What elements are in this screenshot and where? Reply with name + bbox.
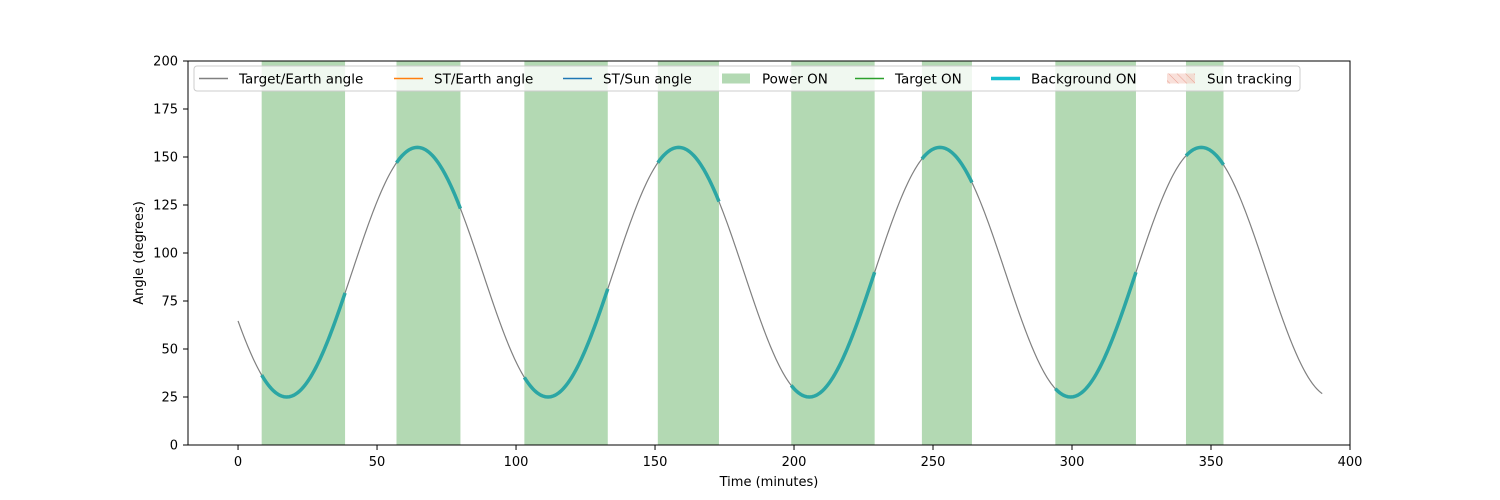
background-on-segment-0 — [260, 292, 347, 399]
background-on-segment-2 — [522, 288, 610, 399]
legend-target-on-label: Target ON — [894, 72, 962, 88]
background-on-segment-7 — [1184, 145, 1225, 166]
power-on-band-6 — [1055, 61, 1136, 445]
x-tick-label-350: 350 — [1199, 455, 1224, 470]
y-tick-label-50: 50 — [161, 343, 178, 358]
x-tick-label-150: 150 — [643, 455, 668, 470]
legend-target-earth-angle-label: Target/Earth angle — [238, 72, 363, 88]
power-on-band-7 — [1185, 61, 1224, 445]
x-tick-label-100: 100 — [504, 455, 529, 470]
legend-sun-tracking-hatch — [1167, 73, 1195, 84]
x-tick-label-200: 200 — [782, 455, 807, 470]
y-tick-label-150: 150 — [153, 151, 178, 166]
background-on-segment-6 — [1054, 271, 1138, 399]
background-on-segment-1 — [395, 145, 463, 210]
legend: Target/Earth angle ST/Earth angle ST/Sun a… — [193, 65, 1301, 92]
legend-power-on-handle — [722, 73, 750, 84]
y-tick-label-75: 75 — [161, 295, 178, 310]
y-axis-label: Angle (degrees) — [132, 201, 147, 305]
x-tick-label-300: 300 — [1060, 455, 1085, 470]
power-on-band-5 — [921, 61, 972, 445]
power-on-band-2 — [524, 61, 608, 445]
power-on-band-4 — [791, 61, 875, 445]
background-on-segment-5 — [920, 145, 974, 184]
y-tick-label-25: 25 — [161, 391, 178, 406]
y-tick-label-175: 175 — [153, 103, 178, 118]
x-tick-label-250: 250 — [921, 455, 946, 470]
legend-st-earth-angle-label: ST/Earth angle — [434, 72, 533, 88]
series-lines — [237, 145, 1323, 399]
y-axis-ticks: 0 25 50 75 100 125 150 175 200 — [153, 55, 188, 454]
legend-st-sun-angle-label: ST/Sun angle — [603, 72, 692, 88]
x-tick-label-50: 50 — [369, 455, 386, 470]
legend-background-on-label: Background ON — [1031, 72, 1137, 88]
y-tick-label-0: 0 — [170, 439, 178, 454]
plot-frame — [187, 60, 1351, 446]
power-on-band-0 — [261, 61, 346, 445]
x-axis-label: Time (minutes) — [719, 475, 819, 490]
background-on-segment-3 — [656, 145, 721, 203]
power-on-band-3 — [657, 61, 719, 445]
y-tick-label-100: 100 — [153, 247, 178, 262]
power-on-band-1 — [396, 61, 461, 445]
y-tick-label-125: 125 — [153, 199, 178, 214]
y-tick-label-200: 200 — [153, 55, 178, 70]
legend-sun-tracking-label: Sun tracking — [1207, 72, 1292, 88]
legend-power-on-label: Power ON — [762, 72, 828, 88]
x-tick-label-0: 0 — [234, 455, 242, 470]
power-on-bands — [261, 61, 1224, 445]
x-tick-label-400: 400 — [1338, 455, 1363, 470]
background-on-segment-4 — [789, 271, 877, 399]
x-axis-ticks: 0 50 100 150 200 250 300 350 400 — [234, 445, 1363, 470]
